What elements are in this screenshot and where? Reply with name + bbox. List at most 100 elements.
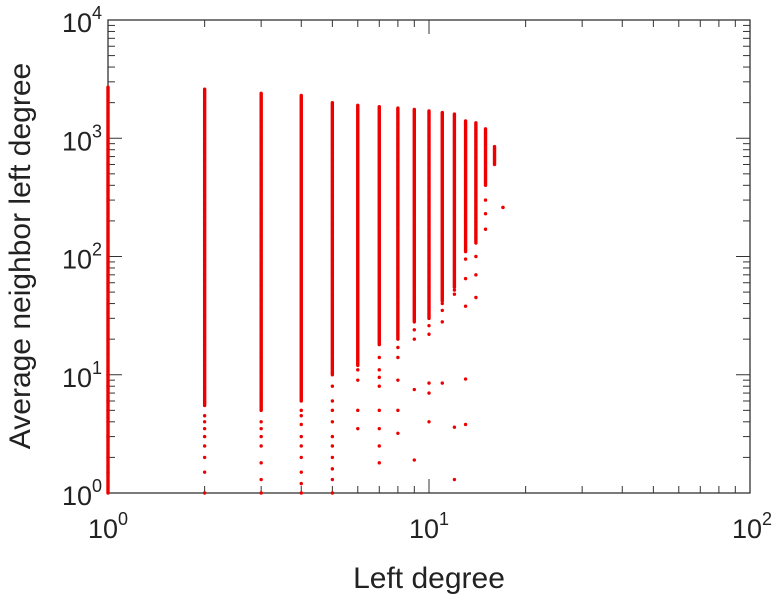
data-point — [377, 368, 381, 372]
data-point — [202, 455, 207, 460]
data-point — [356, 426, 360, 431]
data-point — [106, 470, 110, 474]
data-point — [396, 378, 400, 382]
data-point — [299, 414, 303, 418]
data-point — [106, 384, 110, 388]
data-point — [202, 420, 207, 424]
x-tick-label: 100 — [88, 509, 128, 544]
data-point — [452, 112, 457, 116]
data-point — [463, 304, 468, 308]
data-point — [452, 288, 457, 292]
data-point — [452, 292, 457, 296]
data-point — [377, 104, 381, 109]
data-point — [474, 121, 478, 125]
data-point — [412, 107, 417, 112]
data-point — [452, 477, 457, 482]
data-point — [427, 391, 431, 395]
data-point — [106, 373, 110, 377]
data-points — [106, 85, 505, 495]
data-point — [396, 408, 400, 413]
data-point — [299, 434, 303, 439]
data-point — [330, 455, 335, 460]
data-point — [377, 408, 381, 413]
data-point — [202, 491, 207, 495]
data-point — [299, 455, 303, 460]
data-point — [483, 127, 488, 131]
data-point — [440, 110, 444, 115]
data-point — [330, 384, 335, 388]
data-point — [356, 103, 360, 107]
data-point — [396, 355, 400, 360]
data-point — [259, 434, 263, 439]
data-point — [452, 425, 457, 429]
data-point — [377, 355, 381, 360]
data-point — [330, 408, 335, 413]
data-point — [259, 491, 263, 495]
data-point — [377, 384, 381, 388]
data-point — [106, 408, 110, 413]
data-point — [427, 323, 431, 328]
data-point — [106, 434, 110, 439]
data-point — [330, 434, 335, 439]
data-point — [356, 368, 360, 372]
data-point — [463, 377, 468, 381]
data-point — [356, 378, 360, 382]
data-point — [377, 375, 381, 380]
data-point — [259, 444, 263, 448]
data-point — [427, 332, 431, 336]
data-point — [202, 426, 207, 431]
data-point — [202, 444, 207, 448]
data-point — [463, 276, 468, 281]
data-point — [202, 434, 207, 439]
data-point — [377, 426, 381, 431]
data-point — [202, 414, 207, 418]
data-point — [106, 85, 110, 89]
data-point — [474, 295, 478, 300]
data-point — [299, 470, 303, 474]
data-point — [259, 426, 263, 431]
data-point — [412, 337, 417, 341]
y-axis-label: Average neighbor left degree — [4, 63, 37, 449]
tick-labels: 100 101 102 100 101 102 103 104 — [62, 3, 772, 544]
data-point — [299, 93, 303, 98]
data-point — [463, 119, 468, 123]
y-tick-label: 101 — [62, 358, 102, 393]
data-point — [440, 308, 444, 313]
data-point — [396, 106, 400, 110]
data-point — [463, 257, 468, 261]
x-axis-label: Left degree — [353, 562, 505, 595]
x-tick-label: 102 — [732, 509, 772, 544]
data-point — [299, 408, 303, 413]
data-point — [299, 481, 303, 486]
data-point — [501, 205, 505, 210]
y-tick-label: 102 — [62, 240, 102, 275]
data-point — [427, 109, 431, 113]
data-point — [396, 431, 400, 435]
data-point — [427, 381, 431, 385]
data-point — [483, 227, 488, 231]
data-point — [440, 381, 444, 385]
y-tick-label: 103 — [62, 121, 102, 156]
data-point — [106, 455, 110, 460]
data-point — [330, 491, 335, 495]
data-point — [259, 477, 263, 482]
data-point — [330, 477, 335, 482]
data-point — [463, 422, 468, 427]
data-point — [474, 273, 478, 277]
data-point — [474, 254, 478, 259]
data-point — [259, 461, 263, 465]
data-point — [356, 408, 360, 413]
data-point — [330, 420, 335, 424]
data-point — [412, 458, 417, 462]
data-point — [259, 420, 263, 424]
data-point — [412, 387, 417, 392]
data-point — [259, 91, 263, 95]
data-point — [377, 444, 381, 448]
data-point — [396, 345, 400, 350]
data-point — [427, 420, 431, 424]
y-tick-label: 104 — [62, 3, 102, 38]
data-point — [330, 100, 335, 105]
data-point — [106, 399, 110, 403]
data-point — [440, 301, 444, 306]
